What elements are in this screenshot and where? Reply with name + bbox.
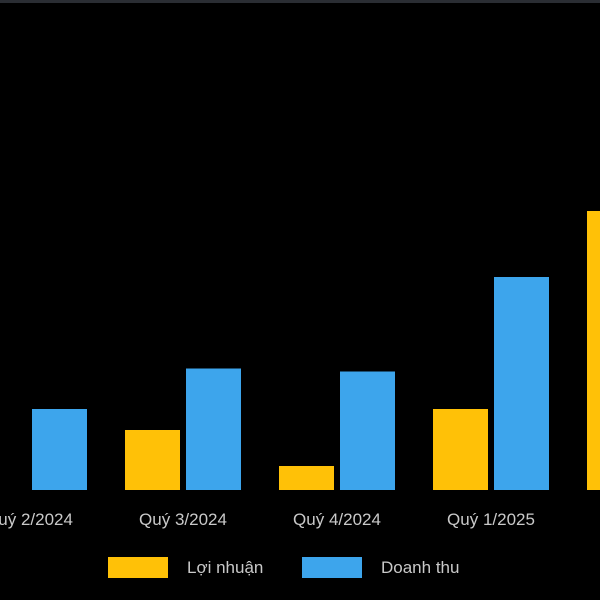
- x-tick-label: Quý 1/2025: [447, 510, 535, 529]
- bar-loi-nhuan-1: [125, 430, 180, 490]
- frame-top-border: [0, 0, 600, 3]
- x-tick-label: Quý 3/2024: [139, 510, 227, 529]
- x-tick-label: Quý 2/2024: [0, 510, 73, 529]
- bar-loi-nhuan-3: [433, 409, 488, 490]
- bar-doanh-thu-1: [186, 368, 241, 490]
- legend-label-0: Lợi nhuận: [187, 558, 263, 577]
- bar-loi-nhuan-2: [279, 466, 334, 490]
- legend-swatch-1: [302, 557, 362, 578]
- legend-swatch-0: [108, 557, 168, 578]
- bar-loi-nhuan-4: [587, 211, 600, 490]
- bar-doanh-thu-3: [494, 277, 549, 490]
- bar-doanh-thu-2: [340, 371, 395, 490]
- legend-label-1: Doanh thu: [381, 558, 459, 577]
- x-tick-label: Quý 4/2024: [293, 510, 381, 529]
- bar-doanh-thu-0: [32, 409, 87, 490]
